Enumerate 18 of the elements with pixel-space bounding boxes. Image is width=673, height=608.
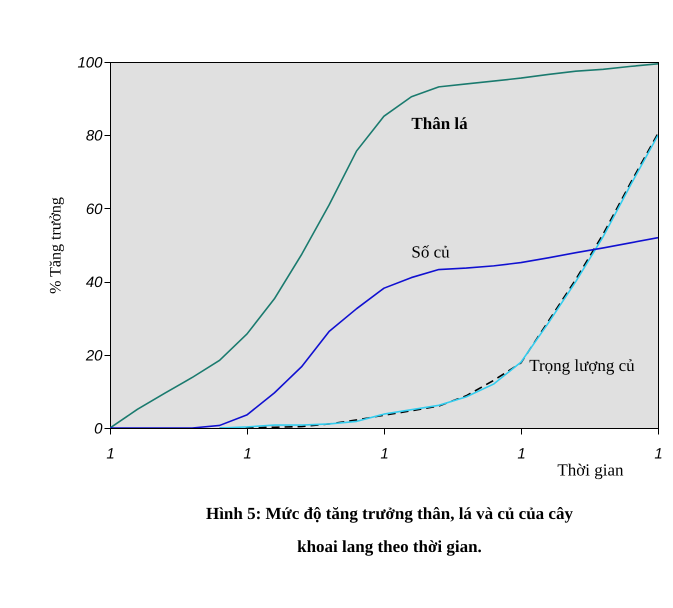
x-tick-label: 1 xyxy=(106,446,115,462)
y-axis-title: % Tăng trưởng xyxy=(47,197,64,294)
y-tick-label: 100 xyxy=(77,54,104,72)
series-label: Trọng lượng củ xyxy=(529,356,636,375)
line-series xyxy=(110,236,658,428)
x-axis-title: Thời gian xyxy=(557,460,624,480)
x-tick-label: 1 xyxy=(517,446,526,462)
y-tick-label: 60 xyxy=(86,200,104,218)
y-tick-label: 20 xyxy=(84,347,104,364)
y-tick-label: 40 xyxy=(86,274,104,292)
series-label: Số củ xyxy=(411,242,450,262)
x-tick-label: 1 xyxy=(380,446,389,462)
y-tick-label: 80 xyxy=(86,128,104,145)
series-label: Thân lá xyxy=(411,114,468,134)
y-tick-label: 0 xyxy=(94,420,104,438)
x-tick-label: 1 xyxy=(654,446,663,462)
text: Hình 5: Mức độ tăng trưởng thân, lá và củ của cây khoai lang theo thời gian. xyxy=(206,504,574,556)
x-tick-label: 1 xyxy=(243,446,252,462)
